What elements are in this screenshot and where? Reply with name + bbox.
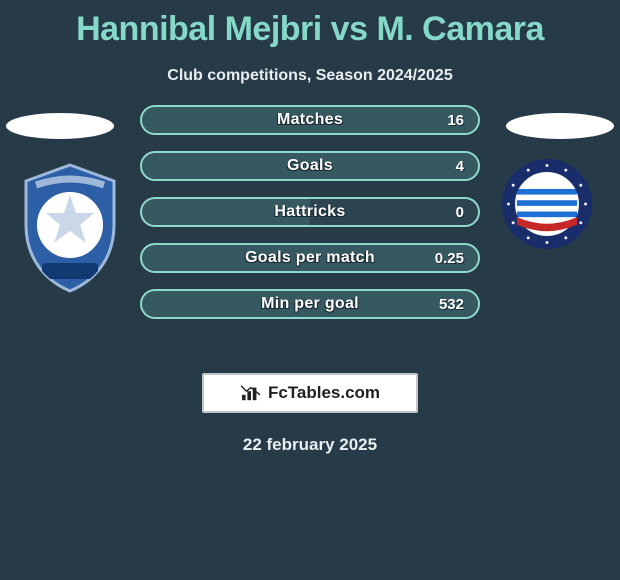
roundel-icon [500,157,594,251]
player-right-photo-oval [506,113,614,139]
stat-bar-label: Hattricks [142,199,478,225]
stat-bar: Min per goal532 [140,289,480,319]
player-left-photo-oval [6,113,114,139]
stat-bar-value: 0 [456,199,464,225]
shield-icon [20,163,120,293]
stat-bar-value: 532 [439,291,464,317]
stat-bar: Goals per match0.25 [140,243,480,273]
page-title: Hannibal Mejbri vs M. Camara [0,0,620,49]
stat-bar: Hattricks0 [140,197,480,227]
subtitle: Club competitions, Season 2024/2025 [0,67,620,85]
watermark-text: FcTables.com [268,383,380,403]
watermark[interactable]: FcTables.com [202,373,418,413]
stat-bar-value: 0.25 [435,245,464,271]
stat-bar-label: Goals [142,153,478,179]
club-badge-left [20,163,120,293]
comparison-arena: Matches16 Goals4 Hattricks0 Goals per match… [0,105,620,365]
club-badge-right [500,157,594,251]
stat-bar-value: 16 [447,107,464,133]
stat-bar: Goals4 [140,151,480,181]
date-text: 22 february 2025 [0,435,620,455]
stat-bar-value: 4 [456,153,464,179]
stats-bars: Matches16 Goals4 Hattricks0 Goals per match… [140,105,480,335]
stat-bar-label: Min per goal [142,291,478,317]
bar-chart-icon [240,384,262,402]
stat-bar: Matches16 [140,105,480,135]
stat-bar-label: Matches [142,107,478,133]
stat-bar-label: Goals per match [142,245,478,271]
